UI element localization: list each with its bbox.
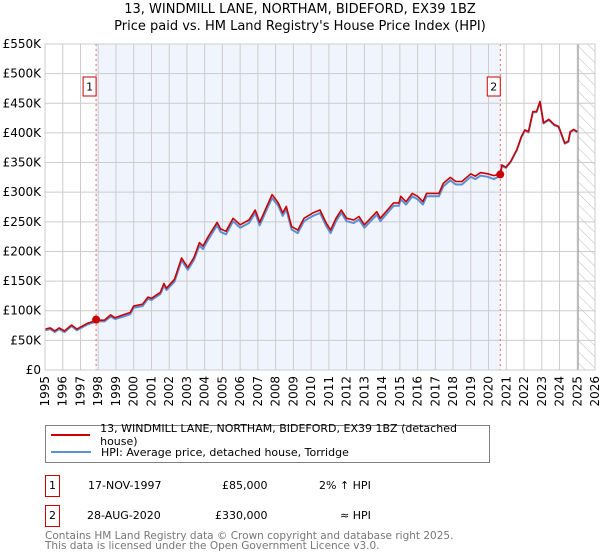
footer: Contains HM Land Registry data © Crown c… <box>45 530 454 552</box>
legend-label-hpi: HPI: Average price, detached house, Torr… <box>101 445 349 459</box>
chart-title: 13, WINDMILL LANE, NORTHAM, BIDEFORD, EX… <box>124 2 476 17</box>
x-tick-label: 2006 <box>233 376 247 407</box>
ownership-period-shade <box>96 44 501 370</box>
transaction-badge: 2 <box>45 505 60 527</box>
transaction-hpi: ≈ HPI <box>340 509 371 522</box>
sale-label-box: 1 <box>82 76 97 97</box>
legend-swatch-blue <box>51 451 91 453</box>
y-tick-label: £150K <box>3 274 43 288</box>
y-tick-label: £450K <box>3 96 43 110</box>
footer-line-1: Contains HM Land Registry data © Crown c… <box>45 530 454 542</box>
x-tick-label: 2004 <box>198 376 212 407</box>
y-tick-label: £550K <box>3 37 43 51</box>
x-tick-label: 2003 <box>180 376 194 407</box>
y-tick-label: £100K <box>3 304 43 318</box>
x-tick-label: 2000 <box>127 376 141 407</box>
x-tick-label: 1997 <box>73 376 87 407</box>
transaction-row: 2 28-AUG-2020 £330,000 ≈ HPI <box>45 505 445 527</box>
x-tick-label: 1999 <box>109 376 123 407</box>
x-tick-label: 2002 <box>162 376 176 407</box>
x-tick-label: 2019 <box>464 376 478 407</box>
x-tick-label: 2012 <box>340 376 354 407</box>
property-price-line <box>44 100 578 332</box>
y-tick-label: £400K <box>3 126 43 140</box>
x-tick-label: 2022 <box>517 376 531 407</box>
sale-label: 2 <box>490 81 497 94</box>
x-tick-label: 1995 <box>38 376 52 407</box>
x-tick-label: 2014 <box>375 376 389 407</box>
transaction-date: 28-AUG-2020 <box>87 509 161 522</box>
plot-border <box>44 43 596 371</box>
y-tick-label: £250K <box>3 215 43 229</box>
x-tick-label: 2007 <box>251 376 265 407</box>
transaction-row: 1 17-NOV-1997 £85,000 2% ↑ HPI <box>45 475 445 497</box>
x-tick-label: 2015 <box>393 376 407 407</box>
legend-item-property: 13, WINDMILL LANE, NORTHAM, BIDEFORD, EX… <box>51 422 489 448</box>
x-tick-label: 2017 <box>428 376 442 407</box>
sale-label-border <box>486 76 501 97</box>
transaction-price: £85,000 <box>222 479 268 492</box>
x-tick-label: 2021 <box>499 376 513 407</box>
transaction-badge: 1 <box>45 475 60 497</box>
x-tick-label: 2025 <box>570 376 584 407</box>
sale-label-border <box>82 76 97 97</box>
y-tick-label: £350K <box>3 156 43 170</box>
future-hatch <box>578 44 595 370</box>
x-tick-label: 2018 <box>446 376 460 407</box>
x-tick-label: 1998 <box>91 376 105 407</box>
x-tick-label: 2008 <box>269 376 283 407</box>
y-tick-label: £200K <box>3 244 43 258</box>
x-tick-label: 2011 <box>322 376 336 407</box>
legend-swatch-red <box>51 434 91 436</box>
transaction-price: £330,000 <box>215 509 268 522</box>
chart-subtitle: Price paid vs. HM Land Registry's House … <box>114 19 486 34</box>
price-chart: £0 £50K £100K £150K £200K £250K £300K £350K £400… <box>3 37 600 407</box>
transaction-date: 17-NOV-1997 <box>88 479 162 492</box>
y-tick-label: £0 <box>26 363 41 377</box>
x-tick-label: 2016 <box>411 376 425 407</box>
x-tick-label: 2026 <box>588 376 600 407</box>
sale-point <box>92 315 101 324</box>
legend-item-hpi: HPI: Average price, detached house, Torr… <box>51 444 349 460</box>
x-tick-label: 2020 <box>482 376 496 407</box>
sale-point <box>496 170 505 179</box>
y-tick-label: £300K <box>3 185 43 199</box>
x-tick-label: 1996 <box>56 376 70 407</box>
y-tick-label: £500K <box>3 67 43 81</box>
legend-label-property: 13, WINDMILL LANE, NORTHAM, BIDEFORD, EX… <box>100 422 457 448</box>
x-tick-label: 2010 <box>304 376 318 407</box>
sale-label: 1 <box>86 81 93 94</box>
x-tick-label: 2023 <box>535 376 549 407</box>
sale-label-box: 2 <box>486 76 501 97</box>
footer-line-2: This data is licensed under the Open Gov… <box>45 540 380 552</box>
y-tick-label: £50K <box>10 333 42 347</box>
transaction-hpi: 2% ↑ HPI <box>319 479 371 492</box>
legend: 13, WINDMILL LANE, NORTHAM, BIDEFORD, EX… <box>45 422 490 463</box>
x-tick-label: 2024 <box>553 376 567 407</box>
x-tick-label: 2005 <box>215 376 229 407</box>
x-tick-label: 2001 <box>144 376 158 407</box>
x-tick-label: 2009 <box>286 376 300 407</box>
x-tick-label: 2013 <box>357 376 371 407</box>
